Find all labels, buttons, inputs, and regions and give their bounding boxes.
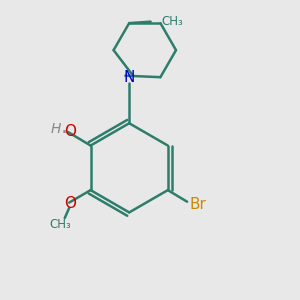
Text: O: O (64, 124, 76, 139)
Text: Br: Br (189, 197, 206, 212)
Text: CH₃: CH₃ (161, 15, 183, 28)
Text: .: . (60, 117, 67, 137)
Text: CH₃: CH₃ (50, 218, 71, 231)
Text: N: N (124, 70, 135, 85)
Text: H: H (51, 122, 61, 136)
Text: O: O (64, 196, 76, 211)
